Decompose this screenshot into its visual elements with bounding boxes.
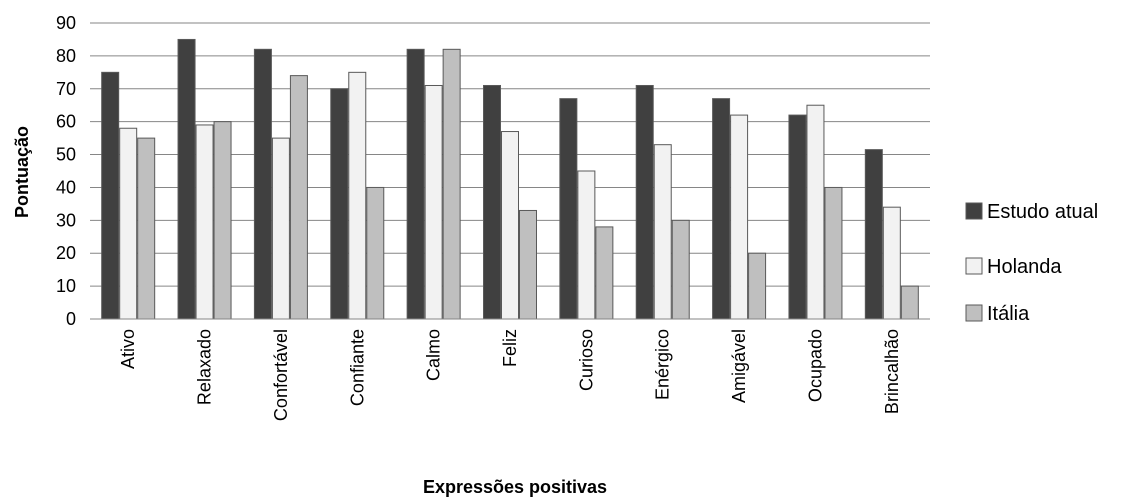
bar-holanda [501,131,519,320]
bar-estudo-atual [788,114,807,320]
y-tick-label: 30 [56,210,76,230]
bar-holanda [806,104,825,320]
y-tick-label: 10 [56,276,76,296]
y-tick-label: 60 [56,112,76,132]
x-category-label: Relaxado [195,329,215,405]
legend: Estudo atual Holanda Itália [965,201,1098,325]
x-category-label: Calmo [424,329,444,381]
legend-swatch [965,202,983,220]
bar-italia [824,186,843,320]
bar-holanda [195,124,214,320]
bar-holanda [730,114,749,320]
x-category-label: Enérgico [653,329,673,400]
bar-italia [137,137,156,320]
x-category-label: Brincalhão [882,329,902,414]
bar-estudo-atual [101,71,120,320]
bar-holanda [653,144,672,320]
legend-label: Itália [987,303,1030,325]
bar-italia [366,186,385,320]
legend-swatch [965,257,983,275]
bar-italia [671,219,690,320]
x-category-label: Ativo [118,329,138,369]
bar-holanda [882,206,901,320]
bar-holanda [119,127,138,320]
bar-estudo-atual [177,38,196,320]
x-axis-title: Expressões positivas [423,477,607,497]
bars [101,38,919,320]
bar-estudo-atual [559,98,578,320]
x-category-label: Confiante [347,329,367,406]
legend-label: Estudo atual [987,201,1098,223]
bar-italia [442,48,461,320]
x-category-label: Confortável [271,329,291,421]
y-tick-label: 40 [56,177,76,197]
y-tick-label: 50 [56,145,76,165]
y-tick-label: 20 [56,243,76,263]
y-axis-ticks: 0 10 20 30 40 50 60 70 80 90 [56,13,76,329]
x-category-label: Feliz [500,329,520,367]
bar-estudo-atual [864,149,883,320]
x-category-label: Ocupado [805,329,825,402]
bar-estudo-atual [253,48,272,320]
legend-swatch [965,304,983,322]
bar-estudo-atual [330,88,349,320]
bar-estudo-atual [712,98,731,320]
bar-italia [519,209,537,320]
y-tick-label: 90 [56,13,76,33]
bar-holanda [424,84,443,320]
bar-holanda [271,137,290,320]
bar-italia [748,252,767,320]
bar-holanda [348,71,367,320]
x-category-label: Curioso [576,329,596,391]
y-tick-label: 0 [66,309,76,329]
x-axis-categories: Ativo Relaxado Confortável Confiante Calmo Fe… [118,329,902,421]
x-category-label: Amigável [729,329,749,403]
bar-italia [213,121,232,320]
bar-estudo-atual [483,84,501,320]
bar-estudo-atual [635,84,654,320]
bar-italia [900,285,919,320]
bar-estudo-atual [406,48,425,320]
bar-italia [289,75,308,320]
bar-holanda [577,170,596,320]
bar-italia [595,226,614,320]
y-tick-label: 70 [56,79,76,99]
y-tick-label: 80 [56,46,76,66]
legend-label: Holanda [987,256,1062,278]
y-axis-title: Pontuação [12,126,32,218]
